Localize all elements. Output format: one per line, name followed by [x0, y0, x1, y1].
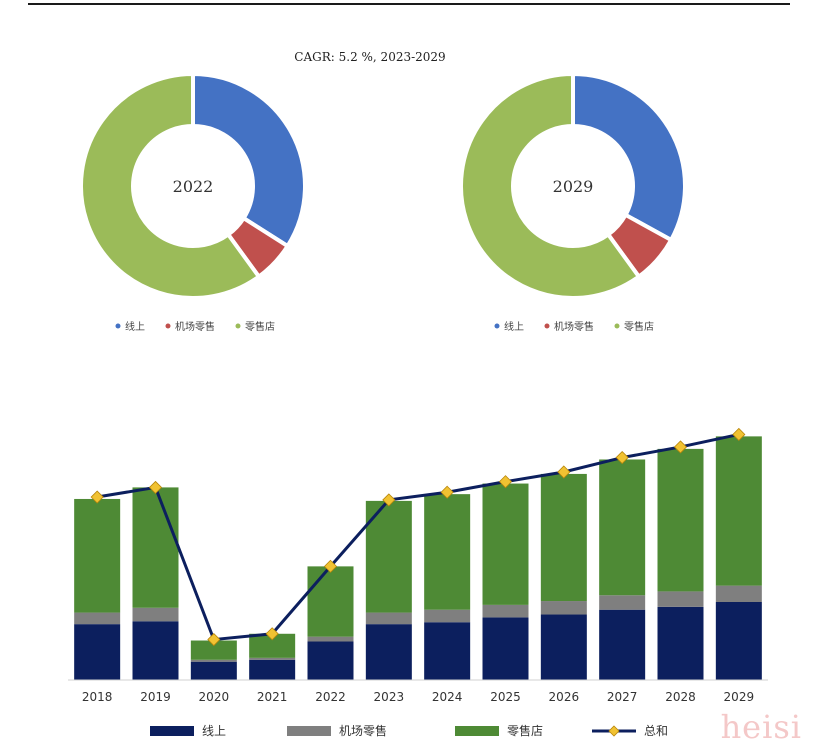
legend-marker-0: [494, 323, 500, 329]
x-tick-label: 2029: [724, 690, 755, 704]
watermark: heisi: [720, 708, 802, 746]
bar-2024-series-1: [424, 609, 471, 623]
legend-marker-2: [235, 323, 241, 329]
donut-slice-2: [79, 71, 262, 300]
x-tick-label: 2028: [665, 690, 696, 704]
bar-2026-series-1: [540, 601, 587, 615]
donut-center-label: 2022: [173, 177, 214, 196]
total-marker-2025: [498, 475, 513, 489]
x-tick-label: 2019: [140, 690, 171, 704]
legend-label-0: 线上: [202, 724, 226, 738]
legend-marker-1: [165, 323, 171, 329]
bar-2025-series-2: [482, 483, 529, 605]
donut-chart-2022: 2022 线上 机场零售 零售店: [79, 71, 307, 333]
bar-2027-series-0: [599, 609, 646, 680]
chart-subtitle: CAGR: 5.2 %, 2023-2029: [294, 50, 446, 64]
legend-label-0: 线上: [504, 320, 524, 333]
donut-slice-2: [459, 71, 642, 300]
x-axis-ticks: 2018 2019 2020 2021 2022 2023 2024 2025 2026 2027…: [82, 690, 754, 704]
total-marker-2020: [207, 632, 221, 647]
total-line-path: [96, 432, 740, 642]
x-tick-label: 2022: [315, 690, 346, 704]
bar-2028-series-1: [657, 591, 704, 607]
total-marker-2023: [382, 493, 396, 507]
total-marker-2019: [148, 480, 163, 494]
bar-2019-series-2: [132, 487, 179, 608]
bar-2024-series-0: [424, 622, 471, 680]
bar-2022-series-1: [307, 636, 354, 642]
bar-2019-series-1: [132, 607, 179, 622]
legend-label-2: 零售店: [624, 320, 654, 333]
total-marker-2028: [673, 440, 688, 454]
bar-2026-series-0: [540, 614, 587, 680]
legend-swatch-1: [287, 726, 331, 736]
bar-2025-series-0: [482, 617, 529, 680]
legend-line-marker: [608, 725, 620, 737]
legend-label-total: 总和: [644, 724, 668, 738]
top-rule: [28, 3, 790, 5]
bar-2019-series-0: [132, 621, 179, 680]
bar-2029-series-2: [715, 436, 762, 586]
donut-slice-0: [191, 71, 307, 249]
bar-2026-series-2: [540, 473, 587, 602]
bar-2022-series-0: [307, 641, 354, 680]
x-tick-label: 2021: [257, 690, 288, 704]
legend-label-2: 零售店: [507, 723, 543, 738]
total-line: [90, 427, 746, 647]
x-tick-label: 2025: [490, 690, 521, 704]
bar-2018-series-0: [74, 624, 121, 680]
bar-2020-series-1: [190, 659, 237, 662]
bar-2018-series-1: [74, 612, 121, 625]
total-marker-2027: [615, 450, 629, 465]
bar-2018-series-2: [74, 498, 121, 613]
bar-2023-series-1: [365, 612, 412, 625]
bar-2021-series-0: [249, 659, 296, 680]
bar-2023-series-0: [365, 624, 412, 680]
bar-chart-legend: 线上 机场零售 零售店 总和: [150, 723, 668, 738]
x-tick-label: 2018: [82, 690, 113, 704]
bar-2027-series-2: [599, 459, 646, 596]
bar-2022-series-2: [307, 566, 354, 637]
x-tick-label: 2023: [374, 690, 405, 704]
x-tick-label: 2026: [549, 690, 580, 704]
total-marker-2026: [557, 465, 571, 479]
donut-slice-0: [571, 71, 687, 243]
total-marker-2022: [323, 559, 338, 573]
donut-chart-2029: 2029 线上 机场零售 零售店: [459, 71, 687, 333]
legend-marker-2: [614, 323, 620, 329]
total-marker-2029: [732, 427, 746, 442]
donut-center-label: 2029: [553, 177, 594, 196]
x-tick-label: 2020: [199, 690, 230, 704]
legend-label-0: 线上: [125, 320, 145, 333]
x-tick-label: 2024: [432, 690, 463, 704]
total-marker-2018: [90, 490, 104, 504]
legend-label-1: 机场零售: [175, 320, 215, 333]
bar-2025-series-1: [482, 604, 529, 618]
bar-2029-series-0: [715, 602, 762, 680]
legend-marker-1: [544, 323, 550, 329]
legend-label-2: 零售店: [245, 320, 275, 333]
bar-2028-series-0: [657, 606, 704, 680]
bar-2020-series-0: [190, 661, 237, 680]
stacked-bar-chart: [68, 436, 768, 681]
legend-swatch-0: [150, 726, 194, 736]
legend-swatch-2: [455, 726, 499, 736]
legend-label-1: 机场零售: [339, 723, 387, 738]
bar-2027-series-1: [599, 595, 646, 610]
legend-marker-0: [115, 323, 121, 329]
bar-2024-series-2: [424, 494, 471, 610]
bar-2021-series-1: [249, 657, 296, 660]
bar-2020-series-2: [190, 640, 237, 660]
total-marker-2021: [265, 627, 279, 641]
x-tick-label: 2027: [607, 690, 638, 704]
bar-2028-series-2: [657, 448, 704, 592]
bar-2029-series-1: [715, 585, 762, 602]
legend-label-1: 机场零售: [554, 320, 594, 333]
total-marker-2024: [440, 485, 454, 499]
